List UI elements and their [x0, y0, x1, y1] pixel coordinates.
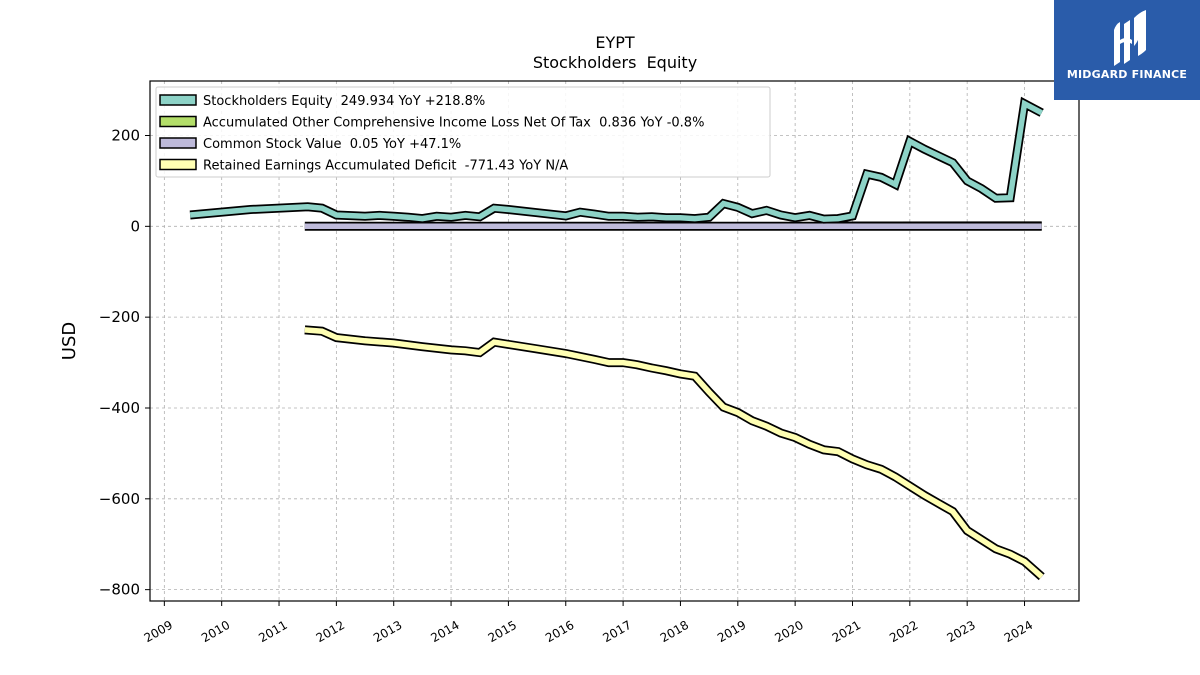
x-tick-label: 2011: [256, 618, 289, 645]
legend-label: Accumulated Other Comprehensive Income L…: [203, 116, 704, 131]
legend-swatch: [159, 115, 197, 128]
axes-frame: [149, 80, 1080, 602]
series-outline: [304, 325, 1045, 581]
legend-label: Common Stock Value 0.05 YoY +47.1%: [203, 137, 461, 152]
y-tick-label: −800: [99, 581, 140, 599]
x-tick-label: 2020: [772, 618, 805, 645]
axis-ticks: 200 0 −200 −400 −600 −800 2009 2010 2011 2012 2013…: [99, 126, 1035, 645]
y-tick-label: 200: [111, 126, 140, 144]
logo-text: MIDGARD FINANCE: [1066, 68, 1188, 81]
y-tick-label: −400: [99, 399, 140, 417]
legend-item-stockholders-equity: Stockholders Equity 249.934 YoY +218.8%: [159, 94, 485, 109]
x-tick-label: 2015: [486, 618, 519, 645]
logo-mark-icon: [1114, 10, 1146, 66]
x-tick-label: 2023: [944, 618, 977, 645]
series-line: [304, 327, 1044, 579]
x-tick-label: 2013: [371, 618, 404, 645]
legend-item-common-stock-value: Common Stock Value 0.05 YoY +47.1%: [159, 137, 461, 152]
x-tick-label: 2016: [543, 618, 576, 645]
legend-swatch: [159, 94, 197, 106]
legend-swatch: [159, 137, 197, 149]
chart-title: EYPT: [595, 33, 635, 52]
legend-label: Retained Earnings Accumulated Deficit -7…: [203, 159, 568, 174]
y-axis-label: USD: [59, 322, 80, 360]
x-tick-label: 2021: [830, 618, 863, 645]
x-tick-label: 2019: [715, 618, 748, 645]
legend-item-accumulated-oci: Accumulated Other Comprehensive Income L…: [159, 115, 704, 131]
legend: Stockholders Equity 249.934 YoY +218.8% A…: [155, 86, 771, 178]
x-tick-label: 2018: [658, 618, 691, 645]
x-tick-label: 2017: [600, 618, 633, 645]
plot-area: [189, 96, 1045, 581]
x-tick-label: 2009: [142, 618, 175, 645]
series-stockholders-equity: [189, 96, 1044, 224]
x-tick-label: 2012: [314, 618, 347, 645]
x-tick-label: 2014: [428, 618, 461, 645]
series-retained-earnings: [304, 325, 1045, 581]
y-tick-label: 0: [130, 217, 140, 235]
brand-logo: MIDGARD FINANCE: [1054, 0, 1200, 100]
legend-label: Stockholders Equity 249.934 YoY +218.8%: [203, 94, 485, 109]
x-tick-label: 2022: [887, 618, 920, 645]
y-tick-label: −600: [99, 490, 140, 508]
legend-swatch: [159, 158, 197, 171]
x-tick-label: 2024: [1002, 618, 1035, 645]
legend-item-retained-earnings: Retained Earnings Accumulated Deficit -7…: [159, 158, 568, 174]
legend-box: [155, 86, 771, 178]
x-tick-label: 2010: [199, 618, 232, 645]
y-tick-label: −200: [99, 308, 140, 326]
chart-subtitle: Stockholders Equity: [533, 53, 697, 72]
series-line: [189, 99, 1043, 222]
